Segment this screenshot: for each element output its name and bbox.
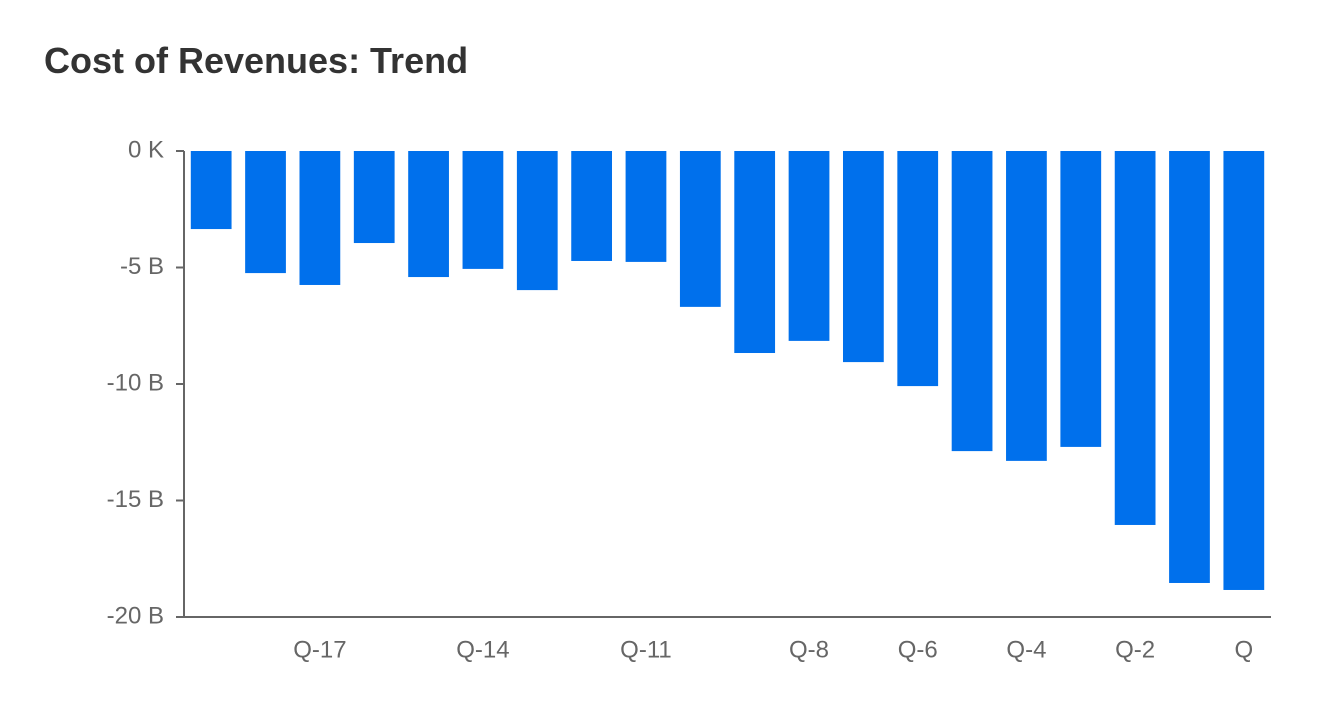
bar — [571, 151, 613, 261]
bar — [190, 151, 232, 230]
y-tick-label: 0 K — [128, 136, 164, 163]
y-tick-label: -10 B — [107, 369, 164, 396]
x-tick-label: Q-6 — [898, 636, 938, 663]
bar — [842, 151, 884, 363]
bar — [1060, 151, 1102, 447]
y-tick-label: -5 B — [120, 253, 164, 280]
x-tick-label: Q-17 — [293, 636, 346, 663]
bar — [951, 151, 993, 452]
bar — [516, 151, 558, 291]
bar — [897, 151, 939, 387]
bar — [1223, 151, 1265, 590]
bar — [462, 151, 504, 269]
x-tick-label: Q-2 — [1115, 636, 1155, 663]
y-tick-label: -15 B — [107, 486, 164, 513]
chart-title: Cost of Revenues: Trend — [44, 40, 468, 81]
bar — [299, 151, 341, 285]
x-tick-label: Q — [1234, 636, 1253, 663]
y-tick-label: -20 B — [107, 602, 164, 629]
bar — [679, 151, 721, 307]
x-tick-label: Q-4 — [1006, 636, 1046, 663]
x-tick-label: Q-14 — [456, 636, 509, 663]
x-tick-label: Q-8 — [789, 636, 829, 663]
bar — [353, 151, 395, 244]
bar — [1114, 151, 1156, 525]
bar — [788, 151, 830, 341]
bar — [408, 151, 449, 278]
bar — [734, 151, 776, 354]
x-tick-label: Q-11 — [620, 636, 672, 663]
bar — [1006, 151, 1047, 461]
bar — [625, 151, 667, 262]
bar — [1169, 151, 1210, 583]
bar — [245, 151, 286, 274]
